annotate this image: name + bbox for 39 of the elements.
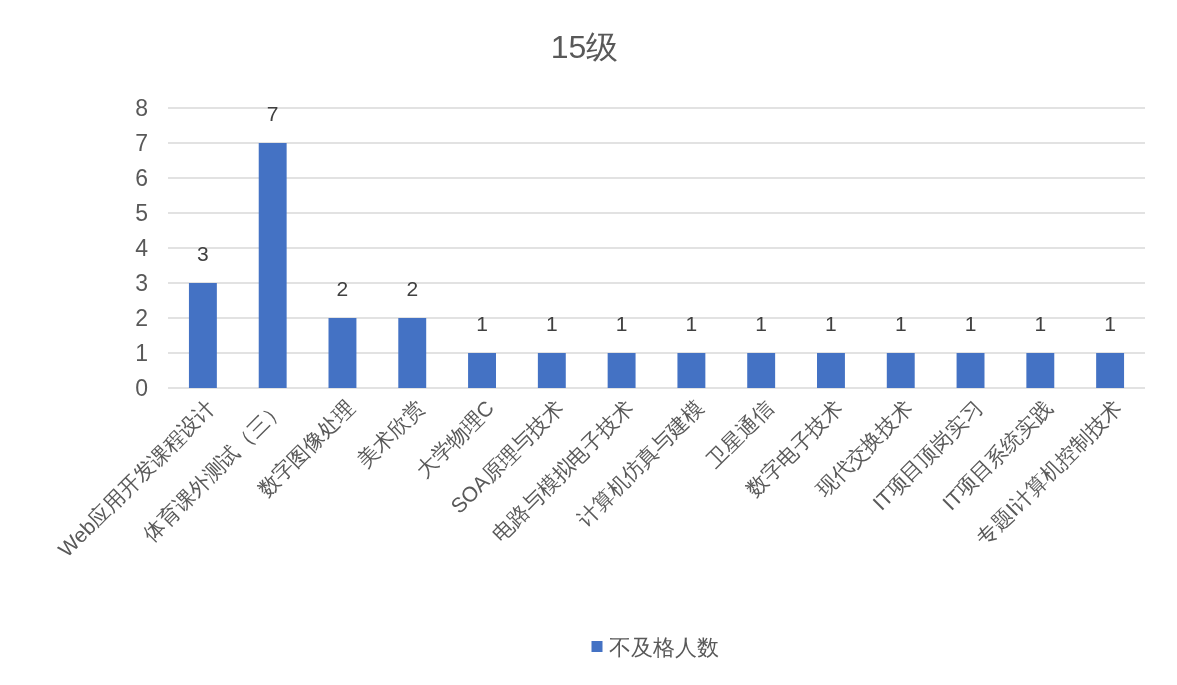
data-label: 1 [1034,312,1047,335]
bar [1026,353,1055,388]
bar [398,318,427,388]
y-tick-label: 8 [135,95,148,122]
data-label: 1 [964,312,977,335]
y-tick-label: 1 [135,340,148,367]
y-tick-label: 7 [135,130,148,157]
data-label: 1 [615,312,628,335]
bar [328,318,357,388]
y-tick-label: 5 [135,200,148,227]
legend-label: 不及格人数 [608,634,719,660]
y-tick-label: 0 [135,375,148,402]
bar [537,353,566,388]
bar [886,353,915,388]
data-label: 1 [755,312,768,335]
data-label: 1 [685,312,698,335]
bar [956,353,985,388]
data-label: 1 [476,312,488,335]
bar [468,353,496,388]
data-label: 2 [406,277,419,300]
data-label: 1 [1104,312,1116,335]
data-label: 1 [825,312,837,335]
bar [817,353,845,388]
data-label: 3 [197,242,209,265]
y-tick-label: 6 [135,165,148,192]
bar [747,353,776,388]
y-tick-label: 4 [135,235,149,262]
data-label: 1 [545,312,558,335]
bar [258,143,287,388]
data-label: 1 [894,312,907,335]
y-tick-label: 2 [135,305,148,332]
data-label: 7 [266,102,279,125]
bar [677,353,706,388]
bar [1096,353,1125,388]
bar [188,283,217,388]
bar [607,353,636,388]
data-label: 2 [336,277,349,300]
y-tick-label: 3 [135,270,148,297]
chart-title: 15级 [550,29,619,65]
